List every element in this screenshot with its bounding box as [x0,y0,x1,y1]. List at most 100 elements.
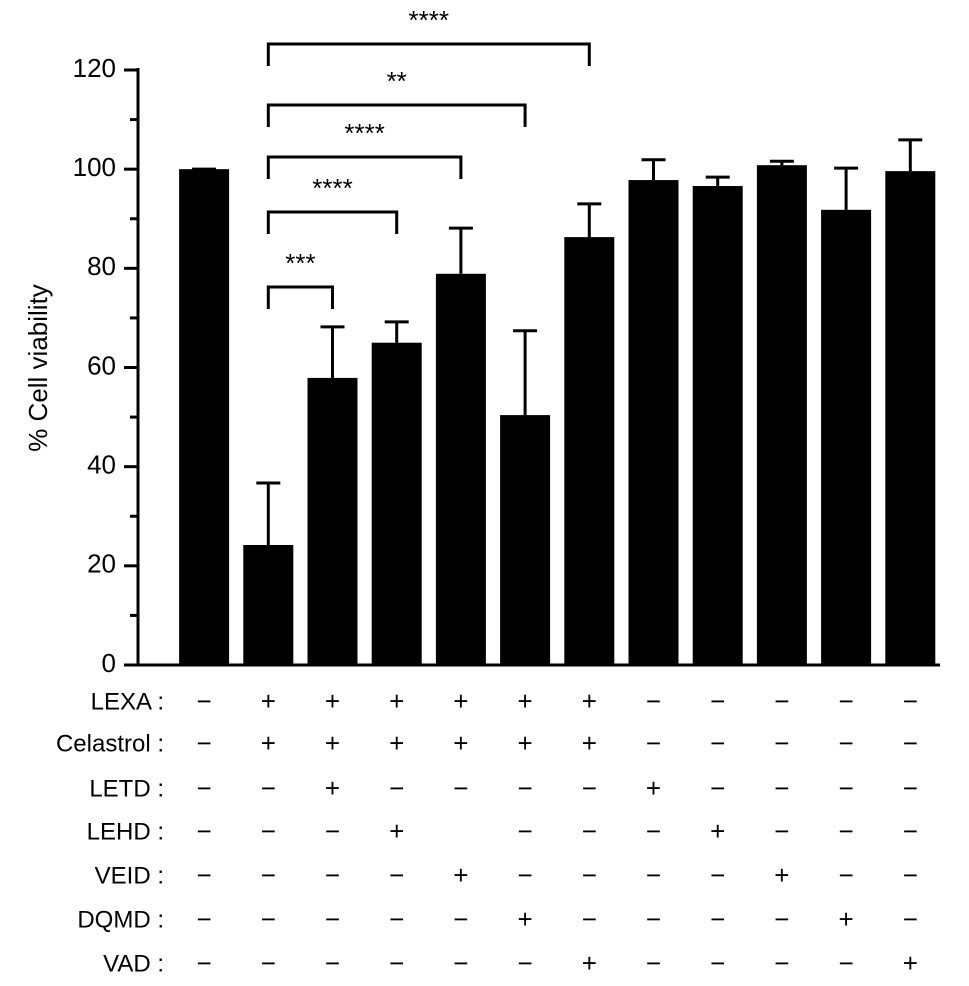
error-bar [898,138,923,172]
treatment-symbol: + [710,816,725,846]
treatment-symbol: − [261,948,276,978]
treatment-symbol: − [389,948,404,978]
treatment-symbol: + [582,948,597,978]
treatment-symbol: − [325,816,340,846]
treatment-symbol: − [389,860,404,890]
treatment-symbol: − [582,860,597,890]
error-bar [384,320,409,343]
treatment-symbol: − [325,860,340,890]
treatment-symbol: + [325,773,340,803]
treatment-symbol: − [197,860,212,890]
treatment-symbol: − [518,948,533,978]
treatment-symbol: − [839,860,854,890]
bar [435,273,486,665]
bar [756,165,807,665]
treatment-symbol: + [389,728,404,758]
treatment-symbol: − [839,686,854,716]
treatment-symbol: − [325,904,340,934]
treatment-symbol: − [518,860,533,890]
bar [179,169,230,665]
treatment-symbol: − [774,904,789,934]
treatment-symbol: − [646,816,661,846]
treatment-symbol: − [903,860,918,890]
treatment-symbol: − [903,773,918,803]
treatment-symbol: − [261,860,276,890]
y-axis-label: % Cell viability [23,284,53,452]
error-bar [769,159,794,166]
treatment-symbol: + [325,728,340,758]
treatment-symbol: − [453,948,468,978]
error-bar [320,325,345,378]
treatment-symbol: + [389,686,404,716]
treatment-label: VAD : [103,950,164,977]
treatment-symbol: − [261,816,276,846]
treatment-symbol: − [197,728,212,758]
treatment-symbol: − [325,948,340,978]
significance-bracket [266,155,463,179]
treatment-symbol: − [774,773,789,803]
significance-bracket [266,210,399,234]
treatment-label: VEID : [95,862,164,889]
treatment-symbol: + [453,860,468,890]
bar [692,186,743,665]
treatment-symbol: − [710,728,725,758]
significance-bracket [266,103,527,127]
y-tick-label: 80 [87,251,116,281]
treatment-symbol: − [839,948,854,978]
bar [500,415,551,665]
treatment-symbol: + [582,728,597,758]
y-tick-label: 120 [73,53,116,83]
treatment-symbol: − [710,686,725,716]
treatment-symbol: − [646,686,661,716]
treatment-label: LETD : [89,775,164,802]
treatment-symbol: + [518,904,533,934]
treatment-symbol: + [518,728,533,758]
treatment-symbol: − [646,728,661,758]
treatment-symbol: + [389,816,404,846]
treatment-symbol: − [774,948,789,978]
treatment-symbol: − [774,728,789,758]
treatment-symbol: − [197,904,212,934]
y-tick-label: 60 [87,350,116,380]
error-bar [641,158,666,181]
treatment-symbol: − [774,686,789,716]
treatment-symbol: − [582,773,597,803]
treatment-symbol: − [582,816,597,846]
treatment-symbol: − [710,904,725,934]
treatment-symbol: + [582,686,597,716]
y-tick-label: 0 [102,648,116,678]
significance-bracket [266,285,334,309]
treatment-symbol: − [646,904,661,934]
treatment-symbol: − [197,686,212,716]
treatment-label: LEXA : [91,688,164,715]
treatment-symbol: − [903,904,918,934]
error-bar [705,175,730,187]
y-tick-label: 100 [73,152,116,182]
treatment-symbol: − [261,904,276,934]
bar [307,377,358,665]
error-bar [513,329,538,416]
treatment-symbol: − [197,773,212,803]
treatment-symbol: + [839,904,854,934]
treatment-symbol: − [903,686,918,716]
treatment-symbol: − [839,773,854,803]
treatment-symbol: − [197,816,212,846]
treatment-symbol: + [903,948,918,978]
treatment-label: LEHD : [87,818,164,845]
treatment-symbol: − [197,948,212,978]
treatment-symbol: − [710,773,725,803]
treatment-symbol: − [389,773,404,803]
significance-label: **** [409,5,449,35]
significance-label: ** [387,66,407,96]
treatment-symbol: + [325,686,340,716]
treatment-symbol: + [453,728,468,758]
bar [371,342,422,665]
bar [243,545,294,665]
bar [885,171,936,665]
treatment-symbol: − [839,816,854,846]
treatment-symbol: − [261,773,276,803]
treatment-symbol: − [453,773,468,803]
treatment-symbol: + [261,686,276,716]
treatment-symbol: − [582,904,597,934]
